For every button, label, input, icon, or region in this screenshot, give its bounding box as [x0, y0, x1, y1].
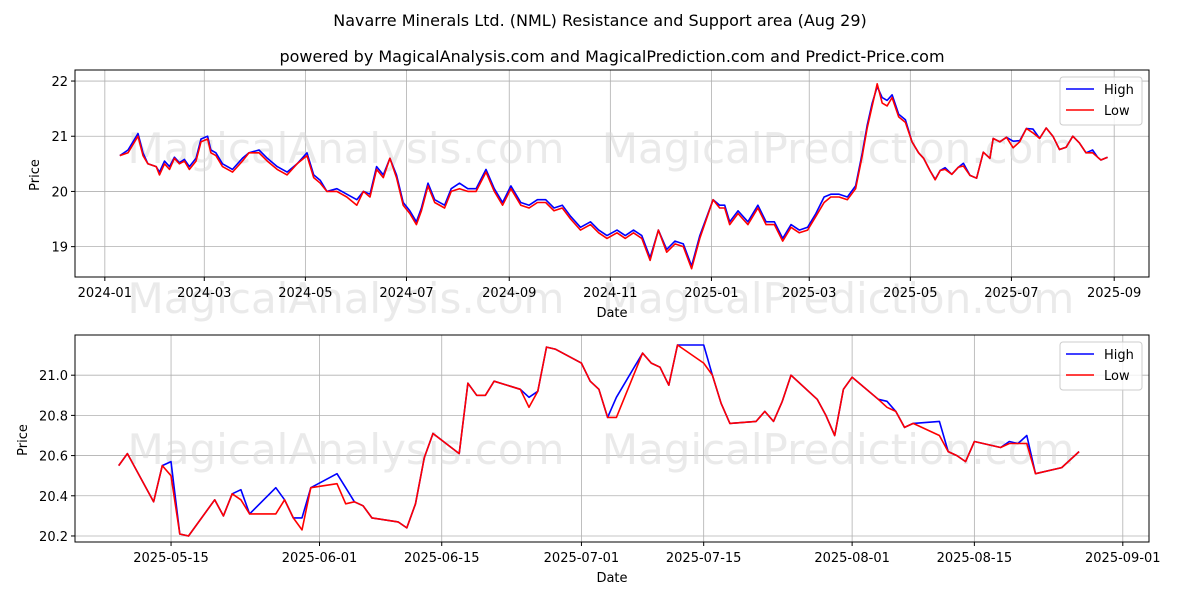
x-tick-label: 2024-11 [583, 286, 637, 301]
watermark-analysis: MagicalAnalysis.com [128, 124, 565, 173]
x-tick-label: 2025-05 [883, 286, 937, 301]
y-tick-label: 19 [51, 241, 68, 256]
y-tick-label: 20.6 [39, 450, 68, 465]
top-y-ticks: 19 20 21 22 [51, 75, 75, 256]
top-watermarks: MagicalAnalysis.com MagicalPrediction.co… [128, 124, 1075, 323]
x-tick-label: 2024-01 [78, 286, 132, 301]
x-tick-label: 2025-07 [984, 286, 1038, 301]
bottom-plot-frame [74, 334, 1150, 543]
x-tick-label: 2024-05 [278, 286, 332, 301]
x-tick-label: 2024-07 [379, 286, 433, 301]
series-line-high [119, 85, 1108, 267]
bottom-legend-high-label: High [1104, 348, 1134, 363]
x-tick-label: 2025-09 [1087, 286, 1141, 301]
x-tick-label: 2025-05-15 [133, 551, 209, 566]
series-line-low [119, 83, 1108, 270]
series-line-low [118, 344, 1080, 537]
top-chart-panel: MagicalAnalysis.com MagicalPrediction.co… [28, 69, 1150, 323]
chart-title: Navarre Minerals Ltd. (NML) Resistance a… [333, 11, 867, 30]
top-grid [75, 70, 1149, 277]
top-x-axis-label: Date [596, 306, 627, 321]
x-tick-label: 2025-09-01 [1085, 551, 1161, 566]
bottom-watermarks: MagicalAnalysis.com MagicalPrediction.co… [128, 425, 1075, 474]
watermark-prediction: MagicalPrediction.com [602, 124, 1075, 173]
x-tick-label: 2025-03 [782, 286, 836, 301]
x-tick-label: 2024-03 [177, 286, 231, 301]
bottom-chart-panel: MagicalAnalysis.com MagicalPrediction.co… [16, 334, 1161, 586]
top-plot-frame [74, 69, 1150, 278]
top-x-ticks: 2024-01 2024-03 2024-05 2024-07 2024-09 2024-… [78, 277, 1141, 301]
top-legend: High Low [1059, 76, 1143, 126]
x-tick-label: 2025-07-01 [544, 551, 620, 566]
y-tick-label: 20.4 [39, 490, 68, 505]
y-tick-label: 22 [51, 75, 68, 90]
bottom-legend-low-label: Low [1104, 369, 1130, 384]
top-legend-low-label: Low [1104, 104, 1130, 119]
top-legend-high-label: High [1104, 83, 1134, 98]
bottom-series [118, 344, 1080, 537]
y-tick-label: 20.2 [39, 530, 68, 545]
x-tick-label: 2025-06-01 [282, 551, 358, 566]
y-tick-label: 21 [51, 130, 68, 145]
x-tick-label: 2025-01 [684, 286, 738, 301]
bottom-y-axis-label: Price [16, 424, 31, 456]
watermark-prediction-bottom: MagicalPrediction.com [602, 425, 1075, 474]
x-tick-label: 2025-07-15 [666, 551, 742, 566]
watermark-prediction-lower: MagicalPrediction.com [602, 274, 1075, 323]
chart-subtitle: powered by MagicalAnalysis.com and Magic… [279, 47, 944, 66]
bottom-x-axis-label: Date [596, 571, 627, 586]
top-series [119, 83, 1108, 270]
x-tick-label: 2025-06-15 [404, 551, 480, 566]
bottom-x-ticks: 2025-05-15 2025-06-01 2025-06-15 2025-07-01… [133, 542, 1161, 566]
watermark-analysis-lower: MagicalAnalysis.com [128, 274, 565, 323]
x-tick-label: 2025-08-15 [937, 551, 1013, 566]
y-tick-label: 21.0 [39, 369, 68, 384]
top-y-axis-label: Price [28, 159, 43, 191]
x-tick-label: 2024-09 [482, 286, 536, 301]
bottom-y-ticks: 20.2 20.4 20.6 20.8 21.0 [39, 369, 75, 545]
watermark-analysis-bottom: MagicalAnalysis.com [128, 425, 565, 474]
bottom-legend: High Low [1059, 341, 1143, 391]
y-tick-label: 20 [51, 185, 68, 200]
x-tick-label: 2025-08-01 [814, 551, 890, 566]
y-tick-label: 20.8 [39, 409, 68, 424]
